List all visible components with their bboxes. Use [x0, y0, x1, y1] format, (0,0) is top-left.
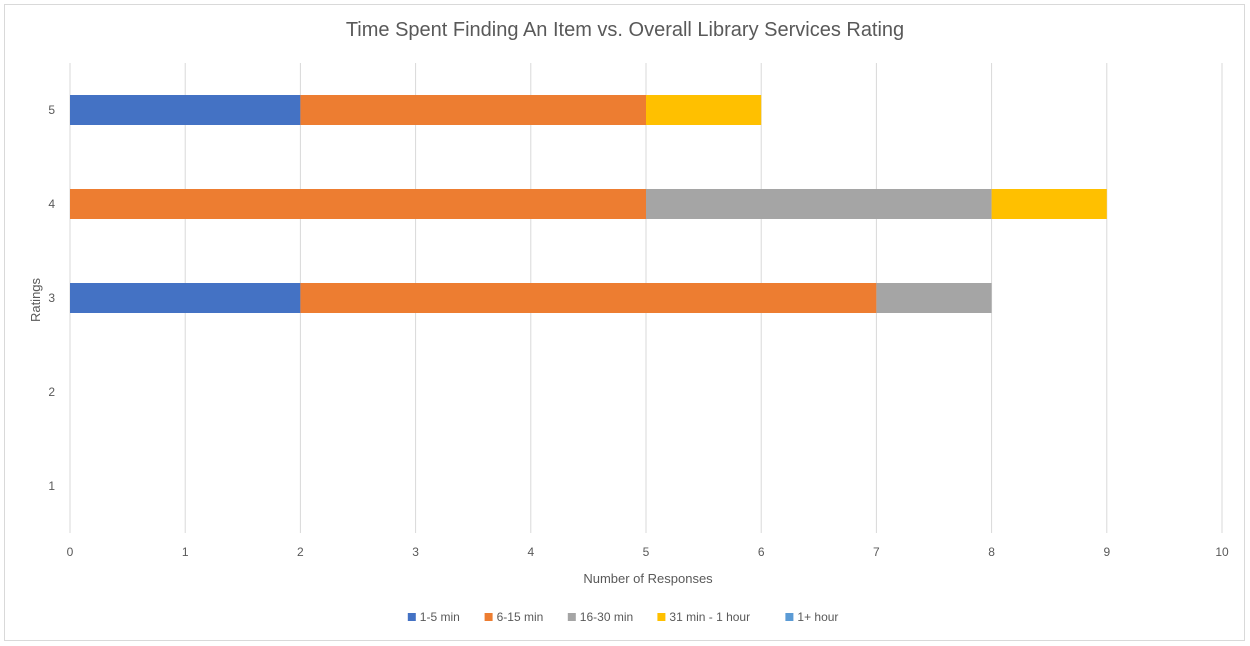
legend-swatch-4 — [785, 613, 794, 621]
bar-rating-4-series-3 — [991, 189, 1107, 219]
legend-label-2: 16-30 min — [580, 610, 633, 624]
y-tick-label-2: 2 — [48, 385, 55, 399]
legend-swatch-1 — [484, 613, 493, 621]
bar-rating-3-series-1 — [300, 283, 877, 313]
y-tick-label-4: 4 — [48, 197, 55, 211]
bar-rating-4-series-1 — [70, 189, 646, 219]
x-tick-label-6: 6 — [758, 545, 765, 559]
x-tick-label-8: 8 — [988, 545, 995, 559]
bars — [70, 95, 1107, 313]
x-tick-label-5: 5 — [643, 545, 650, 559]
legend-label-0: 1-5 min — [420, 610, 460, 624]
legend-label-4: 1+ hour — [797, 610, 838, 624]
x-tick-label-3: 3 — [412, 545, 419, 559]
x-tick-label-4: 4 — [527, 545, 534, 559]
legend-swatch-3 — [657, 613, 666, 621]
y-tick-labels: 1 2 3 4 5 — [48, 103, 55, 493]
x-tick-label-0: 0 — [67, 545, 74, 559]
x-tick-label-10: 10 — [1215, 545, 1229, 559]
x-tick-label-2: 2 — [297, 545, 304, 559]
legend-label-3: 31 min - 1 hour — [669, 610, 750, 624]
legend-label-1: 6-15 min — [497, 610, 544, 624]
y-tick-label-5: 5 — [48, 103, 55, 117]
bar-rating-5-series-3 — [646, 95, 762, 125]
bar-rating-5-series-0 — [70, 95, 301, 125]
legend-swatch-0 — [407, 613, 416, 621]
bar-rating-5-series-1 — [300, 95, 646, 125]
y-axis-title: Ratings — [28, 277, 43, 322]
x-tick-label-9: 9 — [1103, 545, 1110, 559]
y-tick-label-1: 1 — [48, 479, 55, 493]
legend: 1-5 min 6-15 min 16-30 min 31 min - 1 hour 1… — [407, 610, 838, 624]
legend-swatch-2 — [567, 613, 576, 621]
x-tick-labels: 0 1 2 3 4 5 6 7 8 9 10 — [67, 545, 1229, 559]
bar-rating-4-series-2 — [646, 189, 992, 219]
x-tick-label-7: 7 — [873, 545, 880, 559]
chart-title: Time Spent Finding An Item vs. Overall L… — [346, 19, 904, 41]
bar-rating-3-series-2 — [876, 283, 992, 313]
x-tick-label-1: 1 — [182, 545, 189, 559]
x-axis-title: Number of Responses — [583, 571, 713, 586]
bar-rating-3-series-0 — [70, 283, 301, 313]
y-tick-label-3: 3 — [48, 291, 55, 305]
